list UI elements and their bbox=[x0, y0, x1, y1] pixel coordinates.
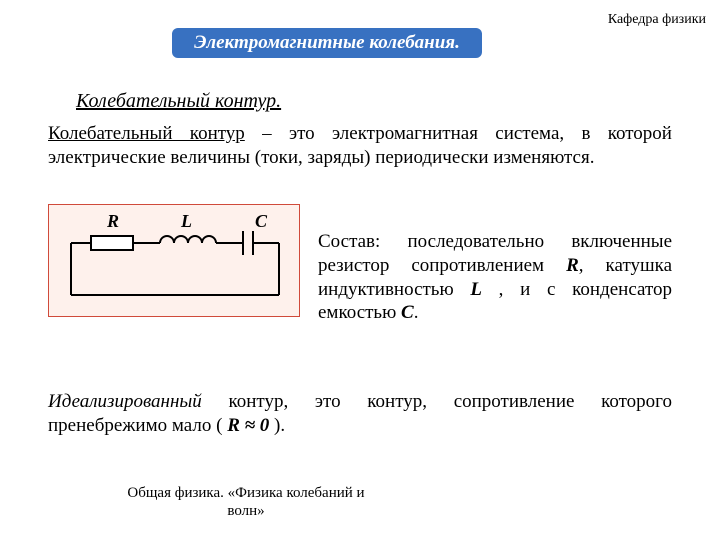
definition-term: Колебательный контур bbox=[48, 123, 245, 144]
section-subtitle: Колебательный контур. bbox=[76, 90, 281, 113]
label-c: C bbox=[255, 213, 268, 231]
page-title: Электромагнитные колебания. bbox=[172, 28, 482, 58]
header-department: Кафедра физики bbox=[608, 12, 706, 28]
idealized-paragraph: Идеализированный контур, это контур, соп… bbox=[48, 390, 672, 438]
composition-text-4: . bbox=[414, 302, 419, 323]
definition-paragraph: Колебательный контур – это электромагнит… bbox=[48, 122, 672, 170]
label-l: L bbox=[180, 213, 192, 231]
symbol-c: C bbox=[401, 302, 414, 323]
rlc-circuit-icon: R L C bbox=[57, 213, 293, 310]
idealized-lead: Идеализированный bbox=[48, 391, 202, 412]
composition-paragraph: Состав: последовательно включенные резис… bbox=[318, 230, 672, 325]
circuit-diagram-box: R L C bbox=[48, 204, 300, 317]
symbol-r: R bbox=[566, 255, 579, 276]
symbol-l: L bbox=[470, 279, 482, 300]
label-r: R bbox=[106, 213, 119, 231]
footer-text: Общая физика. «Физика колебаний и волн» bbox=[86, 484, 406, 520]
footer-line-1: Общая физика. «Физика колебаний и bbox=[127, 485, 364, 501]
expression-r-zero: R ≈ 0 bbox=[227, 415, 269, 436]
idealized-text-2: ). bbox=[269, 415, 285, 436]
footer-line-2: волн» bbox=[227, 503, 264, 519]
